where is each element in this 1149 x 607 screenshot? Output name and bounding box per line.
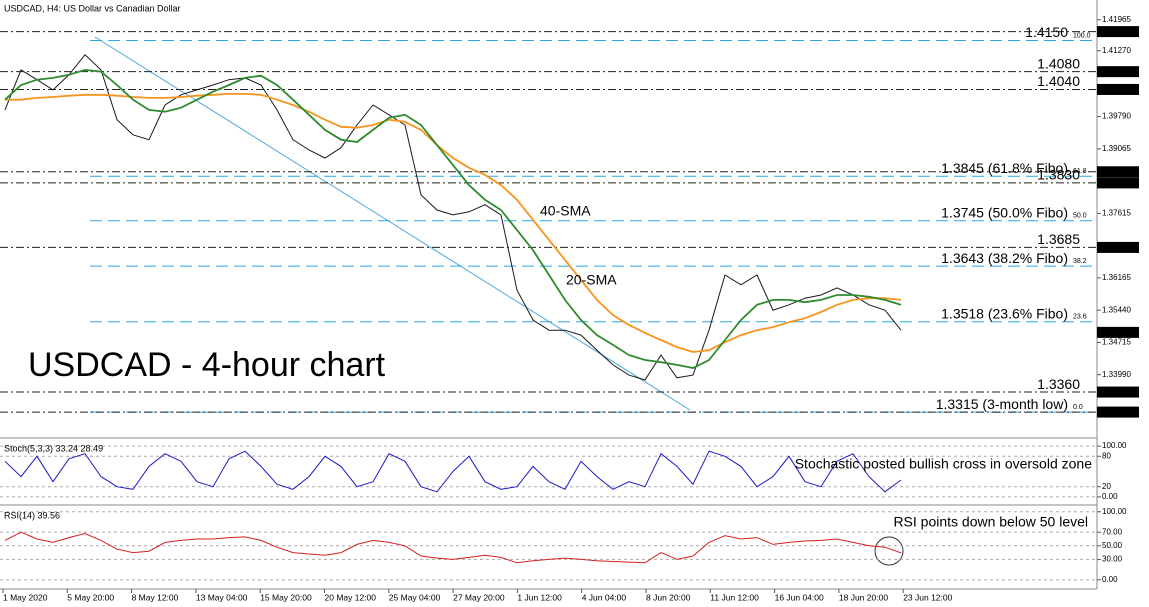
x-tick-label: 25 May 04:00 (389, 592, 441, 602)
y-tick-label: 20 (1102, 482, 1111, 491)
level-box (1097, 26, 1139, 38)
y-tick-label: 1.41270 (1102, 46, 1131, 55)
y-tick-label: 1.41965 (1102, 15, 1131, 24)
level-note: 1.4080 (1037, 55, 1080, 71)
series-line (5, 93, 902, 353)
fibo-ratio: 50.0 (1073, 213, 1087, 220)
y-tick-label: 1.39790 (1102, 112, 1131, 121)
x-tick-label: 5 May 20:00 (67, 592, 114, 602)
y-tick-label: 100.00 (1102, 441, 1127, 450)
y-tick-label: 1.37615 (1102, 208, 1131, 217)
panel-title: Stoch(5,3,3) 33.24 28.49 (4, 443, 103, 453)
x-tick-label: 27 May 20:00 (453, 592, 505, 602)
level-label: 1.40800 (1101, 67, 1130, 76)
x-tick-label: 11 Jun 12:00 (710, 592, 759, 602)
annotation: RSI points down below 50 level (893, 514, 1088, 530)
y-tick-label: 1.34715 (1102, 338, 1131, 347)
level-box (1097, 166, 1139, 178)
series-label: 40-SMA (540, 203, 591, 219)
fibo-text: 1.3518 (23.6% Fibo) (941, 305, 1068, 321)
y-tick-label: 70.00 (1102, 527, 1123, 536)
level-box (1097, 177, 1139, 189)
x-tick-label: 23 Jun 12:00 (903, 592, 952, 602)
highlight-circle (874, 536, 904, 566)
y-tick-label: 1.35440 (1102, 305, 1131, 314)
last-price-box (1097, 326, 1139, 338)
level-label: 1.40400 (1101, 85, 1130, 94)
y-tick-label: 50.00 (1102, 541, 1123, 550)
level-note: 1.4040 (1037, 73, 1080, 89)
annotation: USDCAD - 4-hour chart (28, 346, 386, 384)
x-tick-label: 18 Jun 20:00 (839, 592, 888, 602)
y-tick-label: 1.36165 (1102, 273, 1131, 282)
level-label: 1.33600 (1101, 387, 1130, 396)
y-tick-label: 0.00 (1102, 492, 1118, 501)
level-label: 1.38550 (1101, 167, 1130, 176)
y-tick-label: 1.33990 (1102, 370, 1131, 379)
level-label: 1.36850 (1101, 243, 1130, 252)
level-note: 1.3360 (1037, 376, 1080, 392)
panel-title: USDCAD, H4: US Dollar vs Canadian Dollar (4, 3, 181, 13)
trend-line (94, 36, 691, 411)
level-box (1097, 406, 1139, 418)
fibo-ratio: 23.6 (1073, 314, 1087, 321)
panel-title: RSI(14) 39.56 (4, 510, 60, 520)
level-box (1097, 83, 1139, 95)
level-note: 1.3830 (1037, 167, 1080, 183)
last-price-label: 1.34941 (1101, 327, 1130, 336)
series-line (4, 68, 902, 369)
level-label: 1.41700 (1101, 27, 1130, 36)
y-tick-label: 100.00 (1102, 507, 1127, 516)
fibo-ratio: 38.2 (1073, 258, 1087, 265)
annotation: Stochastic posted bullish cross in overs… (795, 456, 1092, 472)
level-label: 1.33150 (1101, 407, 1130, 416)
fibo-ratio: 0.0 (1073, 404, 1083, 411)
x-tick-label: 13 May 04:00 (196, 592, 248, 602)
series-line (4, 531, 902, 564)
x-tick-label: 8 May 12:00 (132, 592, 179, 602)
fibo-text: 1.3745 (50.0% Fibo) (941, 204, 1068, 220)
series-line (4, 450, 902, 493)
y-tick-label: 30.00 (1102, 555, 1123, 564)
x-tick-label: 1 Jun 12:00 (517, 592, 562, 602)
level-note: 1.3685 (1037, 231, 1080, 247)
fibo-text: 1.3643 (38.2% Fibo) (941, 250, 1068, 266)
level-box (1097, 66, 1139, 78)
level-label: 1.38300 (1101, 178, 1130, 187)
x-tick-label: 16 Jun 04:00 (775, 592, 824, 602)
x-tick-label: 1 May 2020 (3, 592, 48, 602)
series-label: 20-SMA (566, 272, 617, 288)
level-box (1097, 386, 1139, 398)
y-tick-label: 80 (1102, 451, 1111, 460)
y-tick-label: 1.39065 (1102, 144, 1131, 153)
x-tick-label: 20 May 12:00 (325, 592, 377, 602)
series-line (4, 53, 902, 381)
fibo-text: 1.3315 (3-month low) (936, 396, 1068, 412)
x-tick-label: 8 Jun 20:00 (646, 592, 691, 602)
fibo-ratio: 100.0 (1073, 32, 1091, 39)
x-tick-label: 4 Jun 04:00 (582, 592, 627, 602)
x-tick-label: 15 May 20:00 (260, 592, 312, 602)
y-tick-label: 0.00 (1102, 575, 1118, 584)
fibo-text: 1.4150 (1025, 24, 1068, 40)
level-box (1097, 241, 1139, 253)
